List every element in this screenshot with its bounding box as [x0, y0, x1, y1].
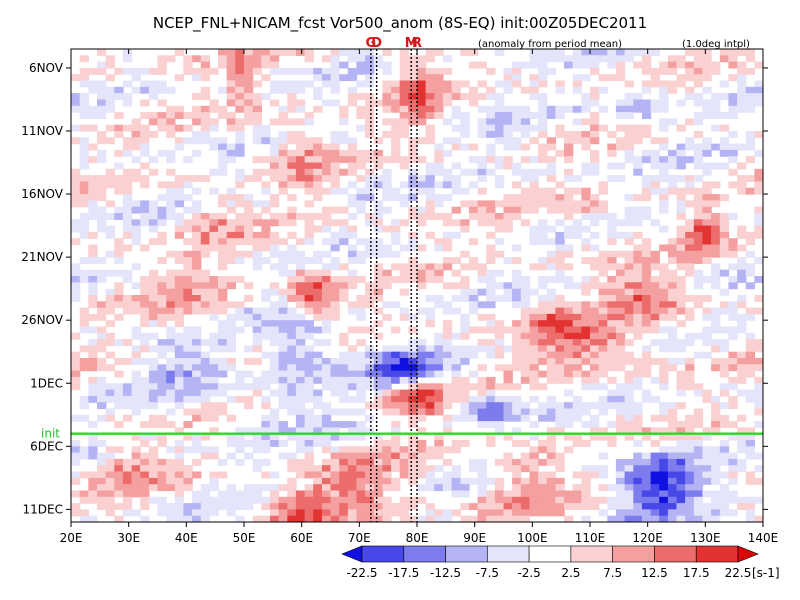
marker-label: D	[371, 36, 382, 51]
colorbar-swatch	[654, 545, 697, 563]
chart-title: NCEP_FNL+NICAM_fcst Vor500_anom (8S-EQ) …	[153, 14, 647, 33]
x-tick-label: 60E	[290, 531, 313, 545]
colorbar-swatch	[528, 545, 572, 563]
y-tick-label: 16NOV	[21, 187, 63, 201]
marker-label: G	[366, 36, 377, 51]
y-tick-label: 1DEC	[30, 376, 63, 390]
colorbar-label: 7.5	[603, 566, 622, 580]
x-tick-label: 100E	[517, 531, 548, 545]
x-tick-label: 80E	[406, 531, 429, 545]
colorbar-label: 17.5	[683, 566, 710, 580]
x-tick-label: 140E	[748, 531, 779, 545]
colorbar-swatch	[361, 545, 405, 563]
colorbar-unit: [s-1]	[752, 566, 780, 580]
colorbar-swatch	[403, 545, 446, 563]
marker-label: M	[405, 36, 418, 51]
x-tick-label: 30E	[117, 531, 140, 545]
x-tick-label: 130E	[690, 531, 721, 545]
y-tick-label: 26NOV	[21, 313, 63, 327]
x-tick-label: 40E	[175, 531, 198, 545]
colorbar-swatch	[612, 545, 655, 563]
x-tick-label: 110E	[575, 531, 606, 545]
colorbar-swatch	[487, 545, 530, 563]
colorbar-swatch	[695, 545, 739, 563]
x-tick-label: 70E	[348, 531, 371, 545]
vorticity-field	[71, 49, 763, 522]
y-axis: 6NOV 11NOV 16NOV 21NOV 26NOV 1DEC 6DEC 11DEC	[21, 61, 768, 516]
y-tick-label: 6NOV	[29, 61, 64, 75]
x-tick-label: 20E	[60, 531, 83, 545]
chart-subtitle-right: (1.0deg intpl)	[682, 39, 750, 50]
marker-label: R	[412, 36, 422, 51]
y-tick-label: 6DEC	[30, 439, 63, 453]
y-tick-label: 11NOV	[21, 124, 63, 138]
colorbar-label: 22.5	[725, 566, 752, 580]
colorbar-label: -2.5	[517, 566, 540, 580]
init-label: init	[41, 427, 60, 441]
longitude-markers: GD MR	[366, 36, 422, 522]
colorbar-label: -12.5	[430, 566, 461, 580]
colorbar-swatch	[570, 545, 613, 563]
colorbar-swatch-low	[341, 545, 363, 563]
y-tick-label: 21NOV	[21, 250, 63, 264]
x-axis: 20E 30E 40E 50E 60E 70E 80E 90E 100E 110E 120E 130E…	[60, 49, 779, 545]
x-tick-label: 50E	[233, 531, 256, 545]
colorbar-label: -22.5	[346, 566, 377, 580]
chart-subtitle-left: (anomaly from period mean)	[478, 39, 622, 50]
x-tick-label: 120E	[632, 531, 663, 545]
colorbar: -22.5 -17.5 -12.5 -7.5 -2.5 2.5 7.5 12.5 17.5 22.…	[341, 545, 780, 580]
colorbar-label: 12.5	[641, 566, 668, 580]
colorbar-swatch-high	[737, 545, 759, 563]
colorbar-label: -7.5	[476, 566, 499, 580]
colorbar-label: 2.5	[561, 566, 580, 580]
colorbar-swatch	[445, 545, 488, 563]
init-line: init	[41, 427, 763, 441]
colorbar-label: -17.5	[388, 566, 419, 580]
x-tick-label: 90E	[463, 531, 486, 545]
y-tick-label: 11DEC	[23, 502, 63, 516]
